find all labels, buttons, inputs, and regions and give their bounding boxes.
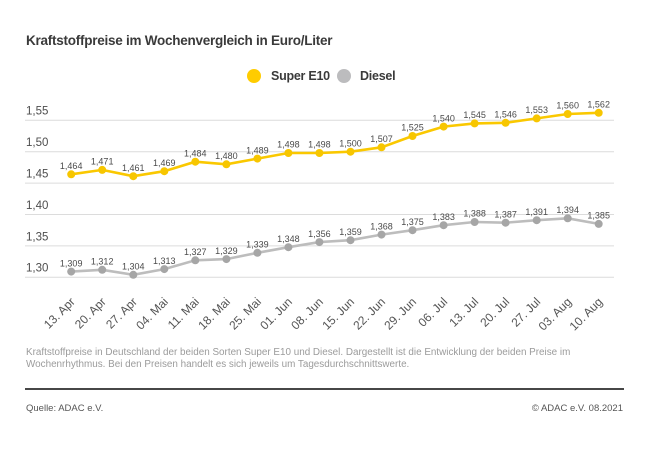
svg-text:1,312: 1,312 <box>91 257 114 267</box>
svg-text:1,471: 1,471 <box>91 157 114 167</box>
svg-text:1,55: 1,55 <box>26 106 48 118</box>
svg-text:25. Mai: 25. Mai <box>226 295 264 333</box>
svg-text:18. Mai: 18. Mai <box>195 295 233 333</box>
svg-text:1,35: 1,35 <box>26 231 48 243</box>
svg-text:1,484: 1,484 <box>184 148 207 158</box>
svg-text:10. Aug: 10. Aug <box>567 295 606 334</box>
svg-text:1,525: 1,525 <box>401 123 424 133</box>
svg-text:1,489: 1,489 <box>246 145 269 155</box>
svg-text:27. Apr: 27. Apr <box>103 295 140 332</box>
svg-text:1,394: 1,394 <box>556 205 579 215</box>
svg-text:1,562: 1,562 <box>587 100 610 110</box>
svg-text:08. Jun: 08. Jun <box>288 295 326 333</box>
svg-text:1,507: 1,507 <box>370 134 393 144</box>
svg-text:1,327: 1,327 <box>184 247 207 257</box>
svg-text:13. Jul: 13. Jul <box>446 295 481 330</box>
svg-text:1,329: 1,329 <box>215 246 238 256</box>
svg-text:06. Jul: 06. Jul <box>415 295 450 330</box>
svg-text:1,480: 1,480 <box>215 151 238 161</box>
svg-text:1,348: 1,348 <box>277 234 300 244</box>
svg-text:22. Jun: 22. Jun <box>350 295 388 333</box>
svg-text:1,359: 1,359 <box>339 227 362 237</box>
svg-text:1,375: 1,375 <box>401 217 424 227</box>
svg-text:1,560: 1,560 <box>556 101 579 111</box>
svg-text:04. Mai: 04. Mai <box>133 295 171 333</box>
svg-text:1,383: 1,383 <box>432 212 455 222</box>
svg-text:1,498: 1,498 <box>277 140 300 150</box>
svg-text:1,500: 1,500 <box>339 138 362 148</box>
svg-text:01. Jun: 01. Jun <box>257 295 295 333</box>
svg-text:1,553: 1,553 <box>525 105 548 115</box>
svg-text:1,545: 1,545 <box>463 110 486 120</box>
svg-text:29. Jun: 29. Jun <box>381 295 419 333</box>
svg-text:1,469: 1,469 <box>153 158 176 168</box>
svg-text:1,40: 1,40 <box>26 200 48 212</box>
svg-text:1,339: 1,339 <box>246 240 269 250</box>
svg-text:1,464: 1,464 <box>60 161 83 171</box>
svg-text:1,304: 1,304 <box>122 262 145 272</box>
svg-text:1,391: 1,391 <box>525 207 548 217</box>
svg-text:1,50: 1,50 <box>26 137 48 149</box>
svg-text:20. Apr: 20. Apr <box>72 295 109 332</box>
svg-text:1,30: 1,30 <box>26 263 48 275</box>
svg-text:1,498: 1,498 <box>308 140 331 150</box>
svg-text:13. Apr: 13. Apr <box>41 295 78 332</box>
svg-text:1,546: 1,546 <box>494 110 517 120</box>
svg-text:15. Jun: 15. Jun <box>319 295 357 333</box>
svg-text:1,309: 1,309 <box>60 258 83 268</box>
svg-text:1,461: 1,461 <box>122 163 145 173</box>
svg-text:1,540: 1,540 <box>432 113 455 123</box>
svg-text:1,387: 1,387 <box>494 209 517 219</box>
svg-text:1,356: 1,356 <box>308 229 331 239</box>
svg-text:03. Aug: 03. Aug <box>536 295 575 334</box>
svg-text:1,45: 1,45 <box>26 169 48 181</box>
svg-text:1,385: 1,385 <box>587 211 610 221</box>
svg-text:20. Jul: 20. Jul <box>477 295 512 330</box>
svg-text:11. Mai: 11. Mai <box>165 295 202 332</box>
svg-text:1,368: 1,368 <box>370 221 393 231</box>
svg-text:1,313: 1,313 <box>153 256 176 266</box>
svg-text:1,388: 1,388 <box>463 209 486 219</box>
